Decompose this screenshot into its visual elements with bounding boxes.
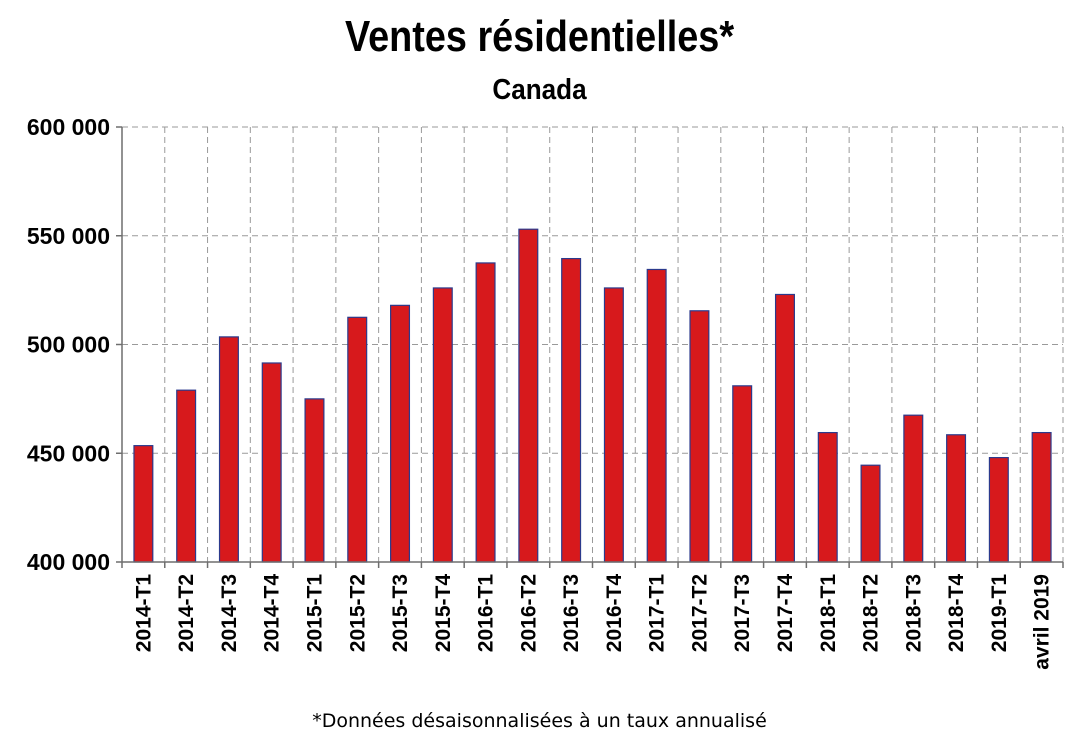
- bar: [646, 268, 667, 563]
- bar: [903, 414, 924, 563]
- x-tick-label: 2016-T4: [603, 574, 626, 653]
- bar: [946, 434, 967, 563]
- bar: [988, 457, 1009, 563]
- bar: [475, 262, 496, 563]
- x-tick-label: 2018-T2: [860, 574, 883, 652]
- bar: [176, 389, 197, 563]
- x-tick-label: 2014-T4: [261, 574, 284, 653]
- x-tick-label: 2014-T3: [218, 574, 241, 652]
- x-tick-label: 2017-T1: [646, 574, 669, 653]
- y-tick-label: 450 000: [27, 440, 110, 466]
- bars: [133, 228, 1052, 563]
- axes: [116, 126, 1064, 568]
- x-tick-label: 2014-T1: [132, 574, 155, 653]
- y-tick-label: 500 000: [27, 332, 110, 358]
- y-tick-labels: 400 000 450 000 500 000 550 000 600 000: [27, 114, 110, 575]
- x-tick-label: 2015-T2: [346, 574, 369, 652]
- bar: [689, 310, 710, 563]
- gridlines: [122, 126, 1064, 562]
- bar: [1031, 431, 1052, 563]
- y-tick-label: 400 000: [27, 549, 110, 575]
- x-tick-label: 2016-T3: [560, 574, 583, 652]
- x-tick-label: 2018-T3: [902, 574, 925, 652]
- x-tick-label: 2018-T4: [945, 574, 968, 653]
- x-tick-label: 2017-T2: [688, 574, 711, 652]
- bar: [218, 336, 239, 563]
- bar: [518, 228, 539, 563]
- chart-footnote: *Données désaisonnalisées à un taux annu…: [312, 710, 767, 732]
- bar: [774, 293, 795, 563]
- bar: [133, 445, 154, 563]
- chart-title: Ventes résidentielles*: [344, 12, 735, 61]
- x-tick-label: 2018-T1: [817, 574, 840, 653]
- x-tick-label: 2019-T1: [988, 574, 1011, 653]
- x-tick-label: 2016-T2: [517, 574, 540, 652]
- bar: [732, 385, 753, 563]
- y-tick-label: 550 000: [27, 223, 110, 249]
- chart-subtitle: Canada: [492, 74, 587, 106]
- y-tick-label: 600 000: [27, 114, 110, 140]
- x-tick-label: 2015-T3: [389, 574, 412, 652]
- x-tick-label: avril 2019: [1031, 574, 1054, 670]
- x-tick-label: 2017-T3: [731, 574, 754, 652]
- bar: [304, 398, 325, 563]
- bar: [261, 362, 282, 563]
- bar: [347, 316, 368, 563]
- bar: [432, 287, 453, 563]
- bar: [817, 431, 838, 563]
- x-tick-label: 2016-T1: [475, 574, 498, 653]
- bar: [860, 464, 881, 563]
- bar: [561, 257, 582, 563]
- x-tick-label: 2017-T4: [774, 574, 797, 653]
- bar: [603, 287, 624, 563]
- x-tick-label: 2014-T2: [175, 574, 198, 652]
- bar: [390, 304, 411, 563]
- x-tick-label: 2015-T1: [303, 574, 326, 653]
- x-tick-label: 2015-T4: [432, 574, 455, 653]
- x-tick-labels: 2014-T1 2014-T2 2014-T3 2014-T4 2015-T1 2015-…: [132, 574, 1053, 670]
